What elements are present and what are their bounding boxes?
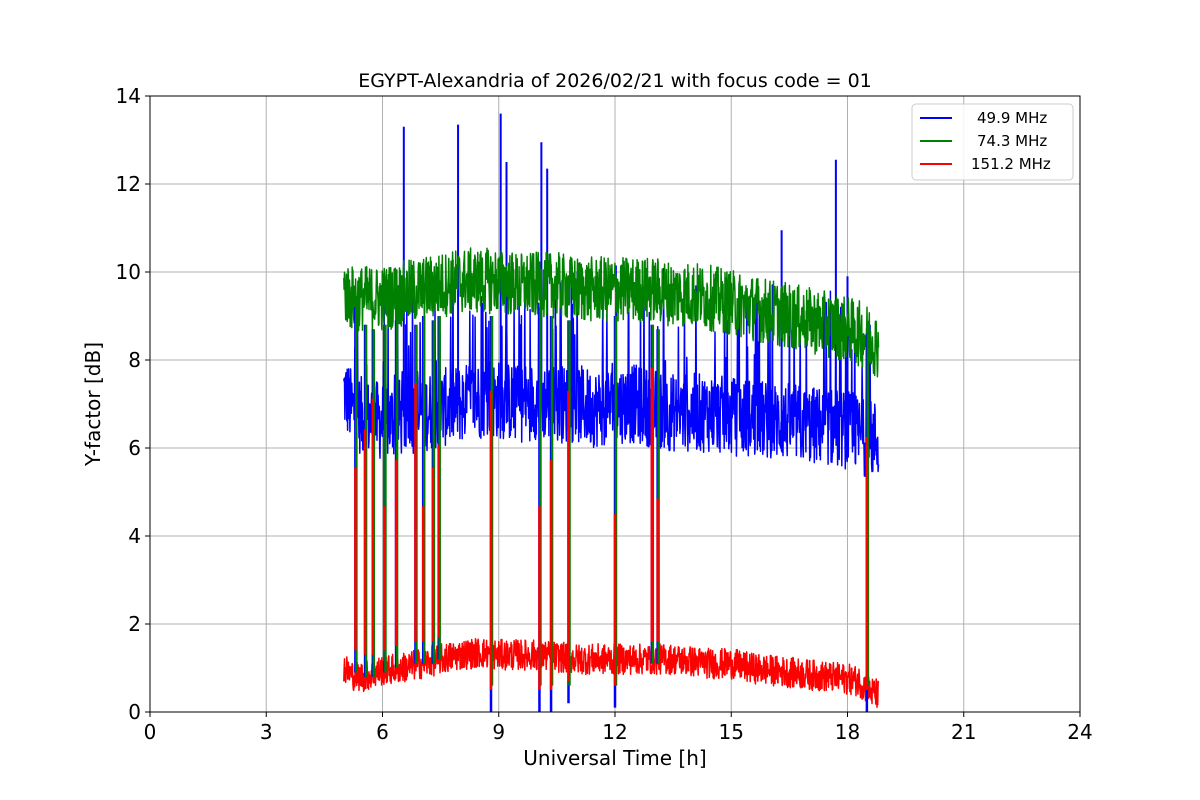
x-tick-label: 9 bbox=[492, 720, 505, 744]
y-tick-label: 14 bbox=[116, 84, 141, 108]
legend-label-74-3: 74.3 MHz bbox=[977, 132, 1047, 150]
chart-title: EGYPT-Alexandria of 2026/02/21 with focu… bbox=[358, 70, 872, 92]
y-axis-label: Y-factor [dB] bbox=[81, 342, 105, 467]
x-tick-label: 6 bbox=[376, 720, 389, 744]
x-tick-label: 12 bbox=[602, 720, 627, 744]
x-tick-label: 18 bbox=[835, 720, 860, 744]
y-tick-label: 6 bbox=[128, 436, 141, 460]
x-tick-label: 21 bbox=[951, 720, 976, 744]
x-axis-label: Universal Time [h] bbox=[523, 746, 706, 770]
legend-box bbox=[911, 103, 1074, 181]
y-tick-label: 12 bbox=[116, 172, 141, 196]
legend-label-49-9: 49.9 MHz bbox=[977, 109, 1047, 127]
legend: 49.9 MHz 74.3 MHz 151.2 MHz bbox=[911, 103, 1074, 181]
x-tick-label: 24 bbox=[1067, 720, 1092, 744]
legend-label-151-2: 151.2 MHz bbox=[971, 155, 1051, 173]
y-tick-label: 4 bbox=[128, 524, 141, 548]
plot-area bbox=[343, 113, 880, 712]
x-tick-label: 15 bbox=[719, 720, 744, 744]
y-tick-label: 10 bbox=[116, 260, 141, 284]
x-tick-label: 3 bbox=[260, 720, 273, 744]
y-tick-label: 2 bbox=[128, 612, 141, 636]
y-tick-label: 8 bbox=[128, 348, 141, 372]
series-line-74-3 bbox=[343, 247, 880, 378]
x-tick-label: 0 bbox=[144, 720, 157, 744]
y-tick-label: 0 bbox=[128, 700, 141, 724]
